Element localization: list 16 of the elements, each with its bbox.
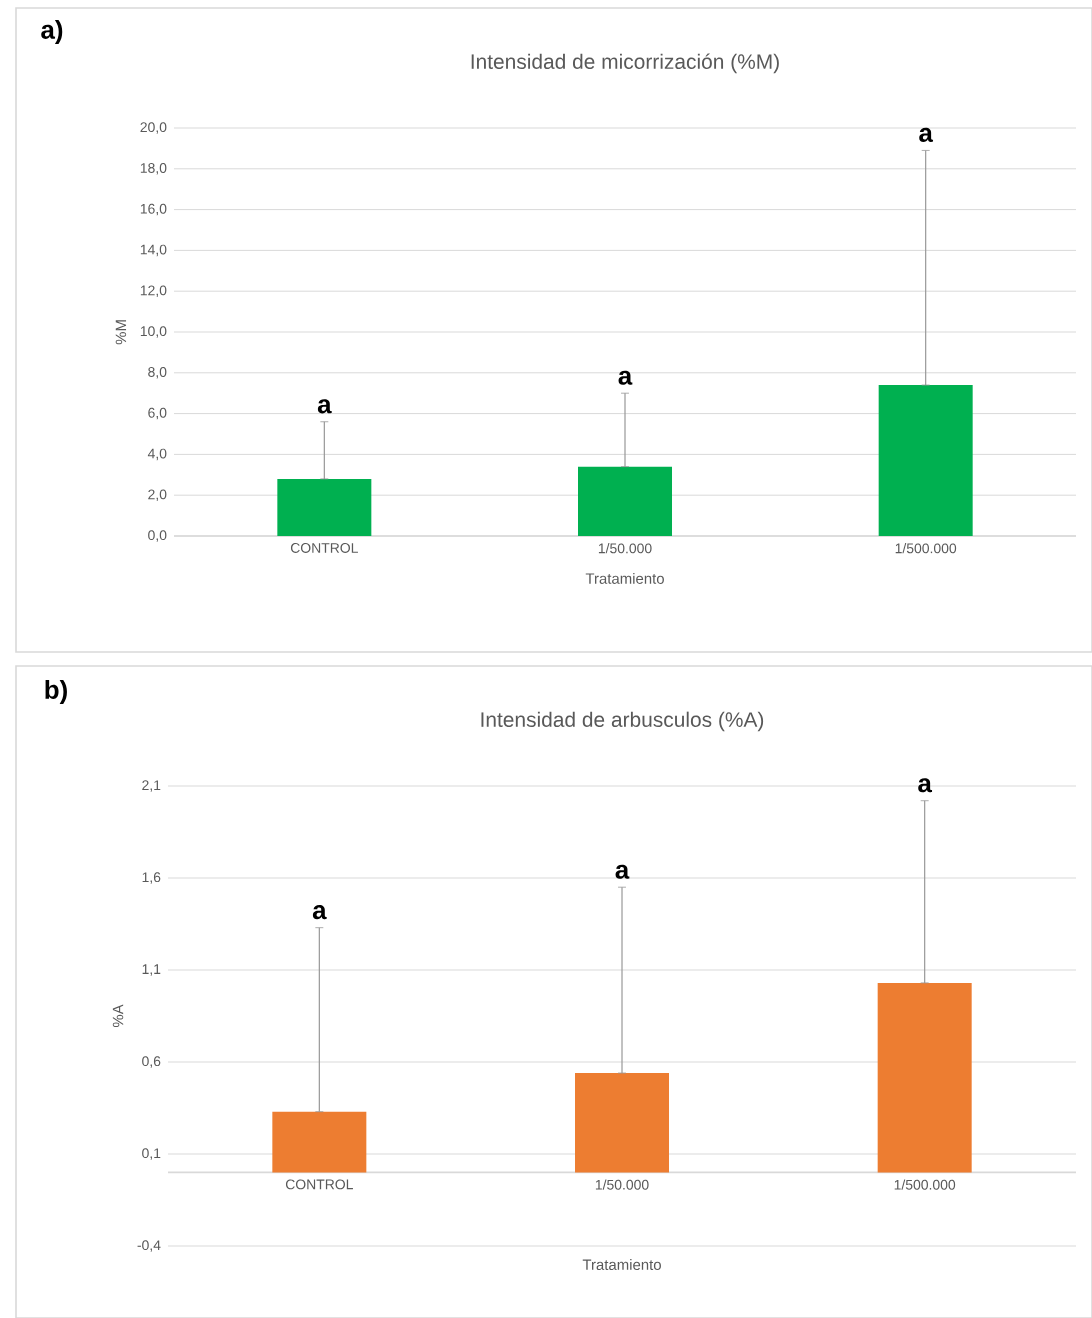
bar [272,1111,367,1173]
chart-title: Intensidad de micorrización (%M) [471,53,779,74]
bar [277,478,372,536]
annotation: a [919,127,934,143]
annotation: a [615,864,630,879]
text: b) [45,679,67,705]
annotation: a [312,905,327,920]
annotation: a [918,778,933,793]
annotation: a [317,399,332,414]
text: a) [41,19,63,45]
bar [578,466,673,536]
bar [878,385,973,536]
chart-title: Intensidad de arbusculos (%A) [481,711,764,732]
bar [877,982,972,1173]
bar [575,1073,670,1173]
annotation: a [618,370,633,385]
